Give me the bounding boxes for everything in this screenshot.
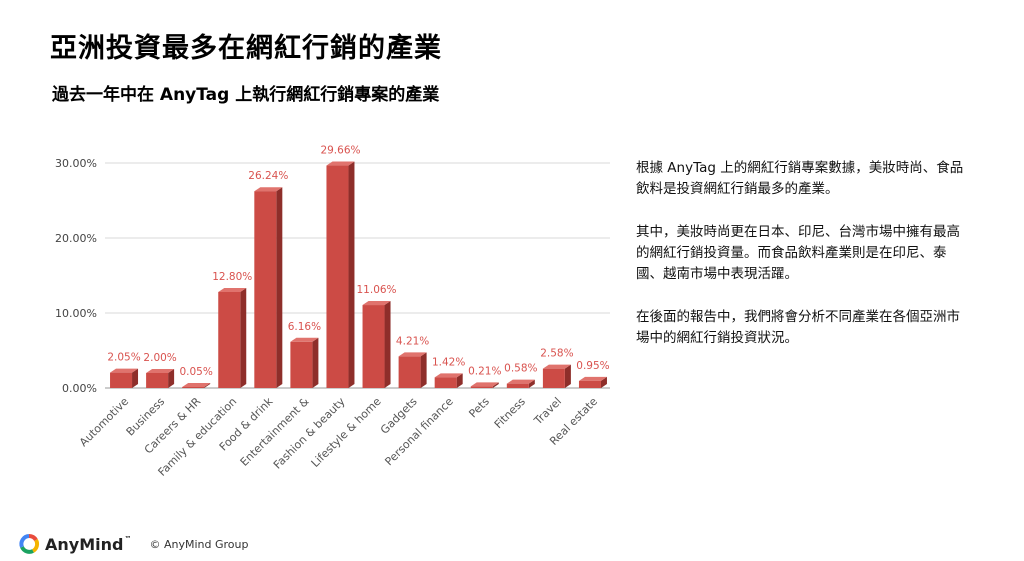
data-label: 6.16%: [288, 321, 321, 333]
bar-top: [110, 368, 139, 373]
data-label: 2.58%: [540, 348, 573, 360]
x-tick-label: Travel: [531, 395, 564, 428]
bar: [506, 383, 529, 388]
bar: [110, 372, 133, 388]
bar-top: [578, 376, 607, 381]
x-tick-label: Fitness: [492, 395, 528, 431]
bar-side: [492, 382, 499, 388]
x-tick-label: Lifestyle & home: [309, 395, 384, 470]
bar: [470, 386, 493, 388]
data-label: 2.05%: [107, 352, 140, 364]
bar-side: [204, 383, 211, 388]
bar-side: [384, 301, 391, 388]
bar: [182, 387, 205, 388]
commentary-paragraph-2: 其中，美妝時尚更在日本、印尼、台灣市場中擁有最高的網紅行銷投資量。而食品飲料產業…: [636, 224, 960, 282]
bar-top: [434, 373, 463, 378]
bar-top: [542, 364, 571, 369]
bar: [218, 292, 241, 388]
data-label: 0.21%: [468, 365, 501, 377]
slide-title: 亞洲投資最多在網紅行銷的產業: [50, 33, 442, 64]
bar-side: [456, 373, 463, 388]
bar-top: [362, 301, 391, 306]
bar: [290, 341, 313, 388]
copyright-text: © AnyMind Group: [149, 537, 249, 551]
bar-side: [240, 288, 247, 388]
bar: [362, 305, 385, 388]
commentary-paragraph-3: 在後面的報告中，我們將會分析不同產業在各個亞洲市場中的網紅行銷投資狀況。: [636, 309, 960, 346]
bar-top: [254, 187, 283, 192]
bar-top: [326, 161, 355, 166]
bar: [326, 165, 349, 388]
bar-top: [218, 288, 247, 292]
bar-side: [600, 376, 607, 388]
bar-side: [312, 337, 319, 388]
data-label: 0.58%: [504, 363, 537, 375]
bar-chart: 0.00% 10.00% 20.00% 30.00% 2.05% Automotive 2.…: [55, 145, 610, 479]
bar-side: [132, 368, 139, 388]
bar: [434, 377, 457, 388]
data-label: 2.00%: [143, 352, 176, 364]
bar-side: [528, 379, 535, 388]
data-label: 26.24%: [248, 170, 288, 182]
data-label: 29.66%: [320, 145, 360, 157]
bar-top: [182, 383, 211, 387]
anymind-logo-icon: [19, 533, 40, 554]
bar-top: [398, 352, 427, 357]
footer: AnyMind™ © AnyMind Group: [18, 532, 248, 556]
commentary-text: 根據 AnyTag 上的網紅行銷專案數據，美妝時尚、食品飲料是投資網紅行銷最多的…: [636, 158, 966, 371]
brand-name: AnyMind™: [45, 534, 132, 554]
y-tick-label: 0.00%: [62, 382, 97, 395]
bar-top: [290, 337, 319, 342]
y-tick-label: 30.00%: [55, 157, 97, 170]
y-tick-label: 10.00%: [55, 307, 97, 320]
bar: [254, 191, 277, 388]
bar-side: [276, 187, 283, 388]
bar-top: [470, 382, 499, 387]
data-label: 4.21%: [396, 335, 429, 347]
data-label: 11.06%: [357, 284, 397, 296]
bar-top: [506, 379, 535, 384]
slide-subtitle: 過去一年中在 AnyTag 上執行網紅行銷專案的產業: [52, 85, 440, 105]
bar-top: [146, 369, 175, 373]
x-tick-label: Pets: [466, 395, 492, 421]
bar-side: [564, 364, 571, 388]
bar: [398, 356, 421, 388]
bar-side: [420, 352, 427, 388]
bar-side: [168, 369, 175, 388]
bar: [146, 373, 169, 388]
bar: [542, 368, 565, 388]
x-tick-label: Automotive: [77, 395, 131, 449]
y-tick-label: 20.00%: [55, 232, 97, 245]
bar: [578, 380, 601, 388]
data-label: 0.95%: [576, 360, 609, 372]
data-label: 1.42%: [432, 356, 465, 368]
data-label: 12.80%: [212, 271, 252, 283]
commentary-paragraph-1: 根據 AnyTag 上的網紅行銷專案數據，美妝時尚、食品飲料是投資網紅行銷最多的…: [636, 160, 964, 197]
bar-side: [348, 161, 355, 388]
data-label: 0.05%: [179, 366, 212, 378]
x-tick-label: Personal finance: [382, 395, 455, 468]
trademark-mark: ™: [124, 534, 132, 543]
